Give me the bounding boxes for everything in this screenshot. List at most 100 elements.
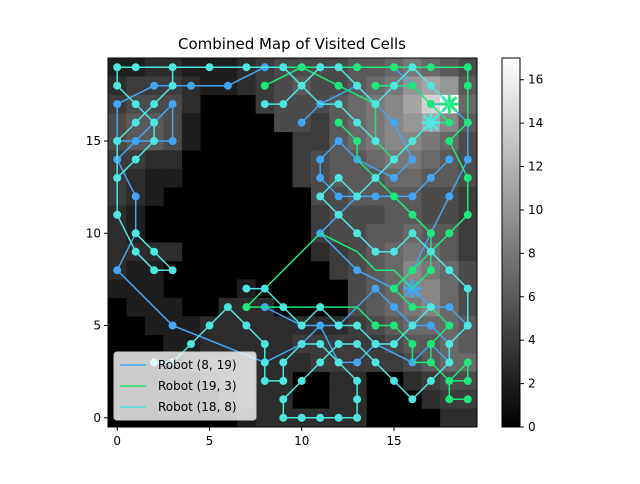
series-point <box>168 63 177 72</box>
heatmap-cell <box>347 279 367 299</box>
heatmap-cell <box>421 131 441 151</box>
series-point <box>150 100 159 109</box>
series-point <box>445 192 454 201</box>
series-point <box>371 284 380 293</box>
heatmap-cell <box>458 242 477 262</box>
heatmap-cell <box>108 242 127 262</box>
series-point <box>426 100 435 109</box>
series-point <box>463 321 472 330</box>
colorbar-tick-label: 10 <box>528 203 543 217</box>
series-point <box>334 100 343 109</box>
series-point <box>113 81 122 90</box>
series-point <box>353 340 362 348</box>
heatmap-cell <box>440 279 459 299</box>
series-point <box>390 284 398 293</box>
series-point <box>131 155 140 164</box>
series-point <box>279 413 288 422</box>
heatmap-cell <box>347 205 367 225</box>
series-point <box>334 137 343 145</box>
series-point <box>316 303 325 312</box>
heatmap-cell <box>292 353 312 372</box>
colorbar-tick-label: 4 <box>528 333 536 347</box>
series-point <box>408 155 417 164</box>
heatmap-cell <box>163 168 183 188</box>
heatmap-cell <box>347 168 367 188</box>
heatmap-cell <box>440 408 459 427</box>
heatmap-cell <box>163 334 183 354</box>
series-point <box>131 137 140 145</box>
heatmap-cell <box>274 334 293 354</box>
series-point <box>371 137 380 145</box>
series-point <box>150 247 159 256</box>
series-point <box>463 63 472 72</box>
series-point <box>113 137 122 145</box>
series-point <box>260 100 269 109</box>
heatmap-cell <box>292 168 312 188</box>
series-point <box>390 173 398 182</box>
series-point <box>316 155 325 164</box>
series-point <box>131 100 140 109</box>
series-point <box>260 358 269 367</box>
series-point <box>426 81 435 90</box>
series-point <box>390 340 398 348</box>
series-point <box>408 321 417 330</box>
series-point <box>463 81 472 90</box>
series-point <box>113 173 122 182</box>
series-point <box>316 192 325 201</box>
series-point <box>334 81 343 90</box>
series-point <box>463 395 472 404</box>
series-point <box>131 229 140 238</box>
colorbar-tick-label: 8 <box>528 246 536 260</box>
axes: 0 5 10 15 0 5 10 15 <box>86 134 402 448</box>
series-point <box>334 63 343 72</box>
series-point <box>445 118 454 127</box>
series-point <box>390 155 398 164</box>
series-point <box>390 321 398 330</box>
series-point <box>334 413 343 422</box>
legend: Robot (8, 19) Robot (19, 3) Robot (18, 8) <box>113 351 257 421</box>
heatmap-cell <box>440 168 459 188</box>
heatmap-cell <box>181 94 201 114</box>
plot-frame <box>107 57 478 428</box>
heatmap-cell <box>274 113 293 133</box>
series-point <box>297 118 306 127</box>
series-point <box>316 321 325 330</box>
series-point <box>390 81 398 90</box>
heatmap-cell <box>181 131 201 151</box>
heatmap-cell <box>458 408 477 427</box>
series-point <box>168 100 177 109</box>
series-point <box>445 358 454 367</box>
heatmap-cell <box>144 279 164 299</box>
series-point <box>445 155 454 164</box>
y-tick-label: 0 <box>93 411 101 425</box>
colorbar-tick-label: 14 <box>528 116 543 130</box>
series-point <box>168 137 177 145</box>
series-point <box>150 137 159 145</box>
series-point <box>426 376 435 385</box>
series-point <box>426 247 435 256</box>
heatmap-cell <box>384 131 404 151</box>
heatmap-cell <box>144 168 164 188</box>
series-point <box>426 229 435 238</box>
series-point <box>297 321 306 330</box>
series-point <box>390 303 398 312</box>
series-point <box>371 100 380 109</box>
series-point <box>279 376 288 385</box>
colorbar-tick-label: 12 <box>528 160 543 174</box>
heatmap-cell <box>126 76 146 96</box>
series-point <box>150 118 159 127</box>
series-point <box>316 413 325 422</box>
heatmap-cell <box>163 150 183 169</box>
series-point <box>297 413 306 422</box>
series-point <box>334 192 343 201</box>
series-point <box>168 81 177 90</box>
series-point <box>334 340 343 348</box>
series-point <box>426 303 435 312</box>
x-tick-label: 0 <box>113 434 121 448</box>
series-point <box>205 321 214 330</box>
series-point <box>390 376 398 385</box>
series-point <box>187 81 195 90</box>
series-point <box>260 81 269 90</box>
series-point <box>408 340 417 348</box>
series-point <box>408 229 417 238</box>
